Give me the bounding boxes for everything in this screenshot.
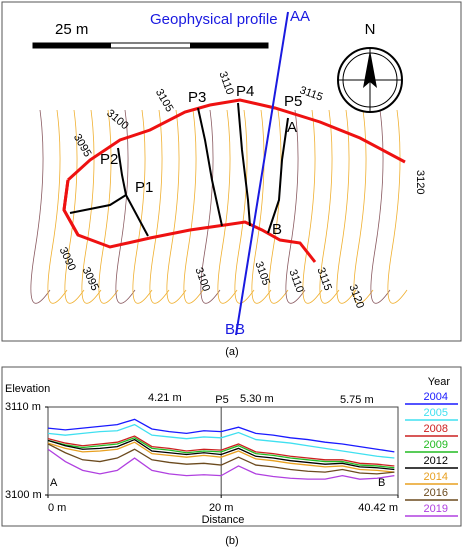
contour-line	[234, 109, 255, 304]
point-label: P5	[284, 93, 302, 110]
legend-label: 2009	[424, 439, 448, 451]
legend-title: Year	[428, 376, 451, 388]
chart-frame	[1, 366, 462, 527]
contour-line	[166, 109, 187, 304]
scale-bar	[190, 43, 268, 48]
series-line	[47, 441, 395, 473]
contour-label: 3120	[414, 170, 426, 194]
plot-frame	[47, 406, 399, 496]
annotation: B	[378, 477, 385, 489]
x-tick-label: 20 m	[209, 502, 233, 514]
legend-label: 2019	[424, 503, 448, 515]
chart: 3100 m 3110 m 0 m 20 m 40.42 m Elevation Dista…	[5, 376, 458, 526]
contour-line	[285, 109, 306, 304]
legend-label: 2008	[424, 423, 448, 435]
contour-label: 3115	[314, 266, 333, 292]
boundary	[62, 179, 80, 236]
contour-line	[251, 109, 272, 304]
series-line	[47, 437, 395, 469]
contour-line	[149, 109, 170, 304]
y-tick-label: 3110 m	[5, 401, 41, 413]
north-label: N	[365, 21, 376, 38]
north-arrow	[337, 47, 403, 113]
profile-end: AA	[290, 8, 310, 25]
x-axis-title: Distance	[202, 514, 245, 526]
caption: (b)	[225, 535, 238, 547]
annotation: A	[50, 477, 58, 489]
scale-label: 25 m	[55, 21, 88, 38]
profile-end: BB	[225, 321, 245, 338]
contour-label: 3105	[252, 260, 272, 287]
contour-line	[64, 109, 85, 304]
contour-line	[200, 109, 221, 304]
legend-label: 2016	[424, 487, 448, 499]
annotation: 4.21 m	[148, 392, 182, 404]
contour-line	[47, 109, 68, 304]
contour-line	[132, 109, 153, 304]
legend-label: 2004	[424, 391, 448, 403]
contour-label: 3090	[57, 245, 78, 272]
contour-line	[268, 109, 289, 304]
point-label: P1	[135, 179, 153, 196]
contour-label: 3105	[153, 87, 176, 114]
series-line	[47, 448, 395, 480]
contour-line	[115, 109, 136, 304]
contour-line	[30, 109, 51, 304]
contour-label: 3095	[80, 265, 101, 292]
y-axis-title: Elevation	[5, 383, 50, 395]
contour-line	[319, 109, 340, 304]
contour-line	[370, 109, 391, 304]
series-line	[47, 438, 395, 471]
marker-label: A	[287, 119, 297, 136]
boundary	[66, 98, 406, 182]
legend-label: 2005	[424, 407, 448, 419]
annotation: 5.75 m	[340, 394, 374, 406]
scale-bar	[33, 43, 111, 48]
contour-label: 3110	[286, 268, 305, 294]
x-tick-label: 40.42 m	[358, 502, 398, 514]
contour-label: 3120	[346, 283, 366, 310]
contour-label: 3095	[71, 132, 94, 159]
annotation: 5.30 m	[240, 393, 274, 405]
contour-line	[353, 109, 374, 304]
profile-label: Geophysical profile	[150, 11, 278, 28]
contour-line	[336, 109, 357, 304]
series-line	[47, 443, 395, 475]
caption: (a)	[225, 346, 238, 358]
series-line	[47, 435, 395, 467]
contour-label: 3100	[192, 266, 212, 293]
legend-label: 2012	[424, 455, 448, 467]
x-tick-label: 0 m	[48, 502, 66, 514]
series-line	[47, 418, 395, 453]
legend-label: 2014	[424, 471, 448, 483]
contour-line	[387, 109, 408, 304]
map-frame	[1, 1, 462, 342]
point-label: P2	[100, 151, 118, 168]
contour-line	[183, 109, 204, 304]
annotation: P5	[215, 394, 228, 406]
point-label: P4	[236, 83, 254, 100]
marker-label: B	[272, 221, 282, 238]
point-label: P3	[188, 89, 206, 106]
contour-line	[81, 109, 102, 304]
series-line	[47, 423, 395, 459]
y-tick-label: 3100 m	[5, 489, 42, 501]
geophysical-profile	[235, 11, 289, 336]
contour-line	[217, 109, 238, 304]
profiles	[69, 102, 289, 237]
contour-label: 3110	[216, 70, 235, 96]
